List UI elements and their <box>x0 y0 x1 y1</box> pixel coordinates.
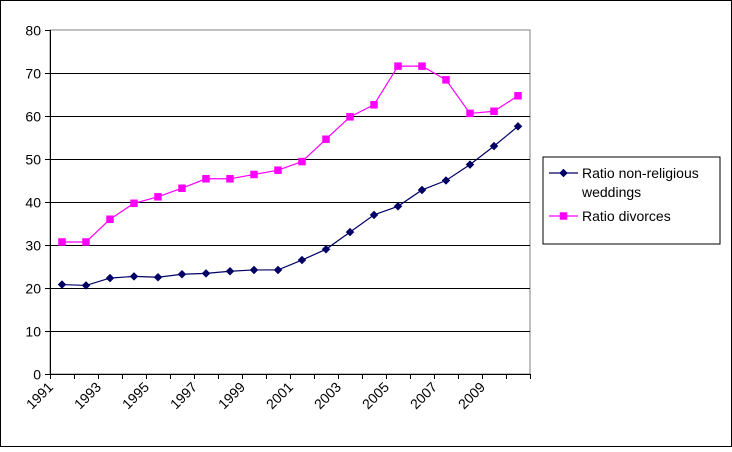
gridlines <box>50 73 530 332</box>
data-point <box>417 185 427 195</box>
y-tick-label: 40 <box>25 195 41 211</box>
data-point <box>274 166 282 174</box>
data-point <box>442 76 450 84</box>
data-point <box>105 273 115 283</box>
y-tick-label: 10 <box>25 324 41 340</box>
data-point <box>249 265 259 275</box>
data-point <box>178 184 186 192</box>
legend-label: Ratio divorces <box>582 208 671 224</box>
legend-item: Ratio non-religious weddings <box>549 165 699 200</box>
legend-label: Ratio non-religious <box>582 165 699 181</box>
data-point <box>225 266 235 276</box>
series-0 <box>57 121 523 290</box>
y-tick-label: 60 <box>25 109 41 125</box>
data-point <box>57 280 67 289</box>
data-point <box>226 175 234 183</box>
data-point <box>273 265 283 275</box>
series-line <box>62 65 519 243</box>
data-point <box>201 269 211 278</box>
y-tick-label: 70 <box>25 66 41 82</box>
data-point <box>370 101 378 109</box>
data-point <box>297 255 307 265</box>
data-point <box>106 215 114 223</box>
data-point <box>250 170 258 179</box>
data-point <box>130 199 138 208</box>
data-point <box>393 201 403 211</box>
y-tick-label: 50 <box>25 152 41 168</box>
series <box>57 62 523 290</box>
y-tick-label: 80 <box>25 23 41 39</box>
data-point <box>345 227 355 237</box>
data-point <box>369 210 379 220</box>
legend-box <box>542 156 721 245</box>
data-point <box>489 141 499 151</box>
data-point <box>153 272 163 282</box>
data-point <box>346 113 354 121</box>
data-point <box>322 135 330 143</box>
legend-item: Ratio divorces <box>549 208 671 224</box>
data-point <box>298 157 306 166</box>
data-point <box>154 193 162 201</box>
legend-label: weddings <box>581 184 641 200</box>
data-point <box>441 176 451 185</box>
series-1 <box>58 62 522 246</box>
legend-marker <box>559 212 568 220</box>
y-tick-label: 20 <box>25 281 41 297</box>
data-point <box>465 160 475 169</box>
data-point <box>321 244 331 254</box>
data-point <box>513 121 523 131</box>
data-point <box>202 175 210 183</box>
legend: Ratio non-religious weddings Ratio divorce… <box>542 156 721 245</box>
legend-marker <box>559 168 568 178</box>
data-point <box>82 238 90 246</box>
data-point <box>466 109 474 118</box>
data-point <box>394 62 402 70</box>
data-point <box>81 281 91 290</box>
y-tick-label: 30 <box>25 238 41 254</box>
data-point <box>514 92 522 100</box>
data-point <box>490 107 498 116</box>
data-point <box>58 238 66 246</box>
data-point <box>177 269 187 279</box>
data-point <box>418 62 426 70</box>
y-tick-label: 0 <box>33 367 41 383</box>
data-point <box>129 272 139 281</box>
